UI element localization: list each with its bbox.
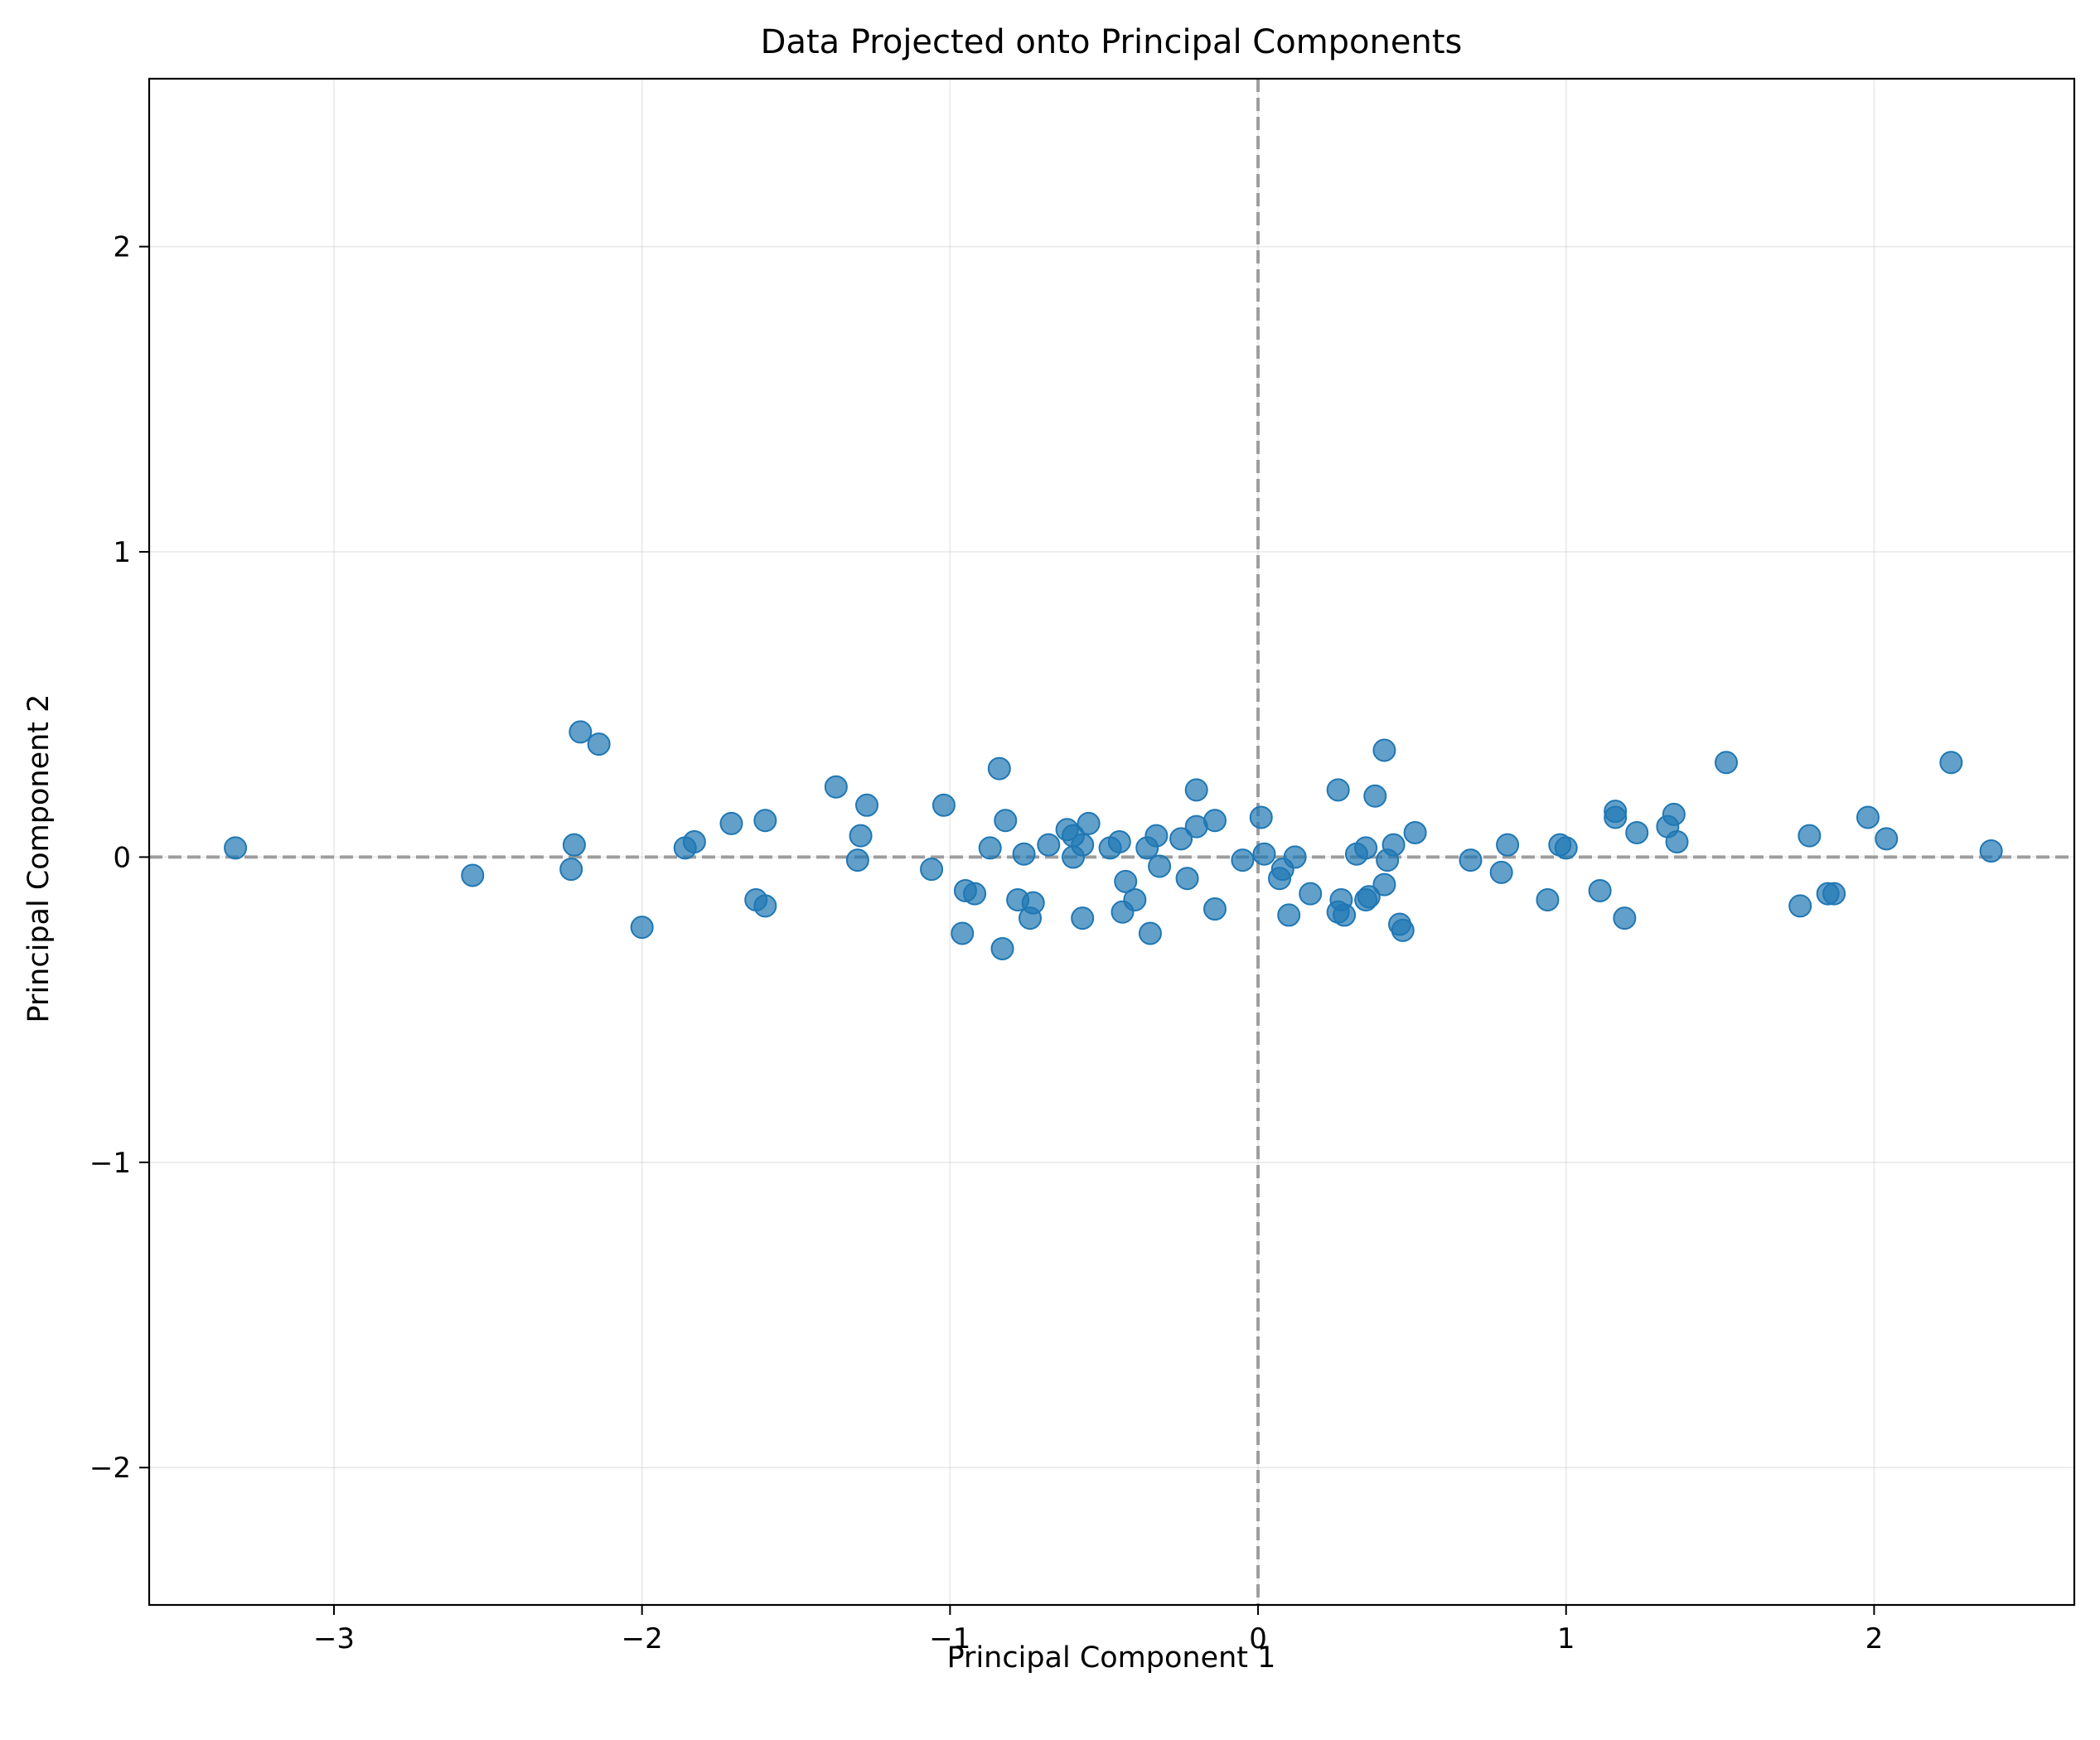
data-point (1536, 887, 1560, 911)
data-point (824, 775, 848, 799)
data-point (1939, 751, 1963, 775)
data-point (1662, 802, 1686, 826)
data-point (1665, 830, 1689, 853)
data-point (963, 882, 987, 906)
data-point (978, 836, 1002, 860)
data-point (1107, 830, 1131, 853)
y-tick-label: 1 (113, 536, 131, 569)
data-point (1249, 805, 1273, 829)
x-axis-label: Principal Component 1 (947, 1641, 1276, 1675)
data-point (1203, 809, 1227, 833)
data-point (1169, 827, 1193, 851)
x-tick-label: 0 (1249, 1622, 1267, 1655)
data-point (1381, 833, 1406, 857)
data-point (1071, 833, 1095, 857)
data-point (224, 836, 248, 860)
data-point (951, 921, 975, 945)
data-point (1372, 738, 1396, 762)
data-point (682, 830, 706, 853)
x-axis-ticks: −3 −2 −1 0 1 2 (313, 1605, 1883, 1655)
y-tick-label: 0 (113, 841, 131, 874)
data-point (559, 858, 583, 882)
data-point (1856, 805, 1880, 829)
data-point (845, 848, 869, 872)
data-point (1071, 906, 1095, 930)
data-points (224, 720, 2003, 960)
data-point (1299, 882, 1323, 906)
data-point (1625, 820, 1649, 844)
data-point (1138, 921, 1162, 945)
data-point (931, 793, 956, 817)
data-point (1798, 824, 1822, 848)
data-point (1875, 827, 1899, 851)
x-tick-label: 2 (1865, 1622, 1884, 1655)
data-point (1144, 824, 1169, 848)
data-point (849, 824, 873, 848)
data-point (587, 732, 611, 756)
data-point (1391, 918, 1415, 942)
y-tick-label: −1 (90, 1147, 131, 1180)
data-point (1175, 867, 1199, 891)
data-point (719, 811, 743, 835)
data-point (1333, 903, 1357, 927)
data-point (1715, 751, 1739, 775)
data-point (461, 863, 485, 887)
data-point (1979, 839, 2003, 863)
data-point (753, 894, 777, 918)
data-point (1822, 882, 1846, 906)
x-tick-label: 1 (1557, 1622, 1575, 1655)
data-point (630, 916, 654, 940)
data-point (1277, 903, 1301, 927)
data-point (1788, 894, 1812, 918)
plot-frame (148, 77, 2076, 1607)
data-point (1184, 778, 1208, 802)
data-point (1114, 869, 1138, 893)
data-point (1283, 845, 1307, 869)
data-point (990, 936, 1014, 960)
data-point (569, 720, 593, 744)
data-point (920, 858, 944, 882)
data-point (1012, 842, 1036, 866)
x-tick-label: −2 (622, 1622, 663, 1655)
y-axis-ticks: −2 −1 0 1 2 (90, 231, 149, 1485)
data-point (1588, 878, 1612, 902)
x-tick-label: −1 (929, 1622, 970, 1655)
data-point (1372, 872, 1396, 897)
data-point (753, 809, 777, 833)
data-point (1252, 842, 1276, 866)
data-point (1021, 891, 1045, 915)
data-point (855, 793, 879, 817)
data-point (987, 756, 1011, 781)
data-point (1077, 811, 1101, 835)
data-point (1363, 784, 1387, 808)
data-point (1123, 887, 1147, 911)
data-point (1354, 836, 1378, 860)
data-point (1357, 885, 1381, 909)
data-point (1613, 906, 1637, 930)
data-point (1326, 778, 1350, 802)
data-point (1496, 833, 1520, 857)
data-point (1459, 848, 1483, 872)
data-point (1403, 820, 1427, 844)
chart-title: Data Projected onto Principal Components (761, 23, 1463, 61)
data-point (1037, 833, 1061, 857)
data-point (994, 809, 1018, 833)
y-tick-label: −2 (90, 1452, 131, 1485)
data-point (1231, 848, 1255, 872)
data-point (1604, 800, 1628, 824)
y-axis-label: Principal Component 2 (22, 694, 56, 1023)
x-tick-label: −3 (313, 1622, 355, 1655)
data-point (1554, 836, 1578, 860)
data-point (1148, 854, 1172, 878)
data-point (562, 833, 586, 857)
y-tick-label: 2 (113, 231, 131, 264)
data-point (1203, 897, 1227, 921)
data-point (1489, 860, 1513, 884)
